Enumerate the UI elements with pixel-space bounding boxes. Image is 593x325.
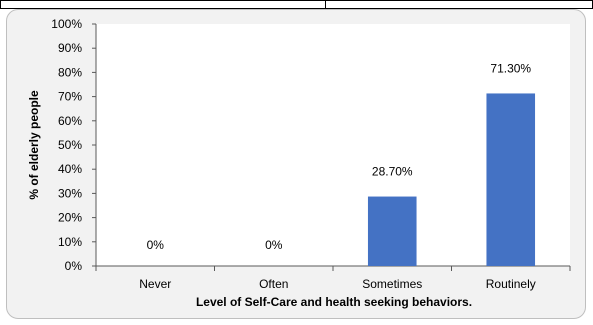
y-tick-label: 0% — [65, 259, 83, 273]
data-label: 28.70% — [372, 165, 413, 179]
bar — [486, 93, 536, 266]
y-tick-label: 10% — [58, 235, 82, 249]
y-tick-label: 100% — [51, 17, 82, 31]
bars — [367, 93, 536, 266]
y-tick-label: 90% — [58, 41, 82, 55]
x-axis: Never Often Sometimes Routinely — [95, 265, 571, 291]
bar — [367, 196, 417, 266]
x-axis-title: Level of Self-Care and health seeking be… — [196, 295, 472, 309]
y-tick-label: 80% — [58, 65, 82, 79]
y-tick-label: 60% — [58, 114, 82, 128]
data-labels: 0% 0% 28.70% 71.30% — [147, 61, 532, 252]
y-tick-label: 30% — [58, 186, 82, 200]
y-axis: 0% 10% 20% 30% 40% 50% 60% 70% 80% 90% 100% — [51, 17, 97, 273]
y-axis-title: % of elderly people — [27, 90, 41, 200]
data-label: 71.30% — [490, 61, 531, 75]
x-tick-label: Sometimes — [362, 277, 422, 291]
x-tick-label: Routinely — [486, 277, 536, 291]
y-tick-label: 20% — [58, 211, 82, 225]
data-label: 0% — [147, 238, 165, 252]
x-tick-label: Often — [259, 277, 288, 291]
y-tick-label: 50% — [58, 138, 82, 152]
data-label: 0% — [265, 238, 283, 252]
y-tick-label: 70% — [58, 90, 82, 104]
x-tick-label: Never — [139, 277, 171, 291]
y-tick-label: 40% — [58, 162, 82, 176]
